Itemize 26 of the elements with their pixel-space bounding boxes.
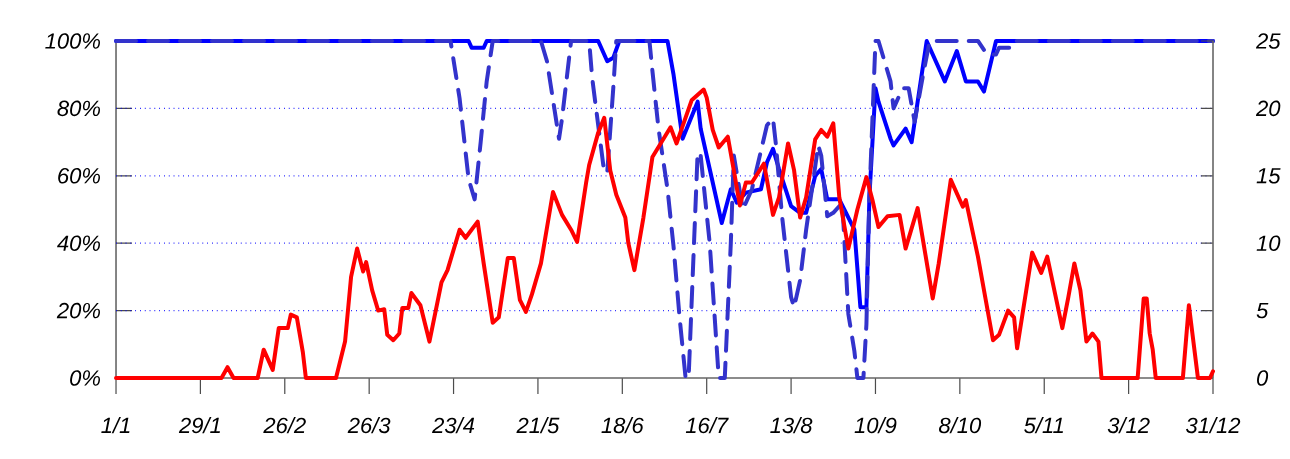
x-tick-label: 8/10	[939, 417, 982, 434]
y2-tick-label: 15	[1256, 168, 1281, 184]
y-tick-label: 20%	[56, 302, 100, 319]
y2-tick-label: 5	[1256, 302, 1269, 319]
x-tick-label: 13/8	[770, 417, 813, 434]
y-tick-label: 60%	[58, 168, 100, 184]
y-tick-label: 80%	[57, 100, 100, 117]
y2-tick-label: 0	[1257, 370, 1269, 386]
y-tick-label: 0%	[70, 370, 100, 386]
x-tick-label: 1/1	[101, 417, 130, 434]
y2-tick-label: 20	[1255, 100, 1281, 117]
x-tick-label: 3/12	[1107, 417, 1150, 434]
y-tick-label: 40%	[57, 235, 100, 251]
x-tick-label: 31/12	[1185, 417, 1241, 434]
x-tick-label: 26/3	[347, 417, 391, 434]
x-tick-label: 16/7	[685, 417, 729, 434]
x-tick-label: 23/4	[432, 417, 475, 434]
x-tick-label: 26/2	[263, 417, 306, 434]
x-tick-label: 21/5	[516, 417, 560, 434]
y2-tick-label: 10	[1256, 235, 1281, 251]
x-tick-label: 10/9	[854, 417, 897, 434]
x-tick-label: 18/6	[601, 417, 644, 434]
y2-tick-label: 25	[1255, 33, 1281, 49]
x-tick-label: 5/11	[1024, 417, 1063, 434]
x-tick-label: 29/1	[178, 417, 220, 434]
y-tick-label: 100%	[45, 33, 100, 49]
